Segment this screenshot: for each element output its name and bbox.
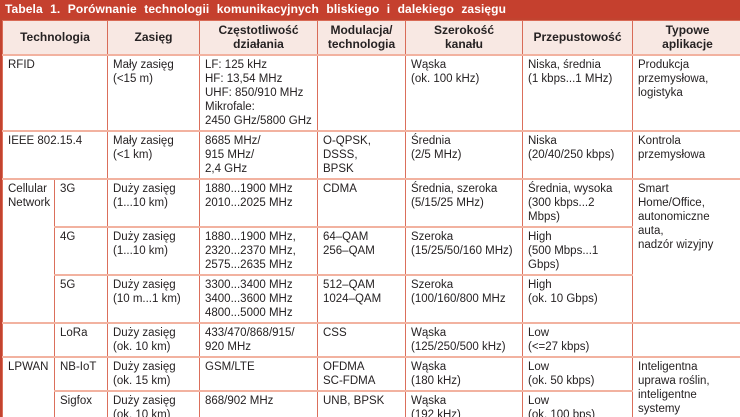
- cell-sigfox-channel: Wąska (192 kHz): [405, 390, 523, 417]
- cell-ieee-throughput: Niska (20/40/250 kbps): [522, 129, 633, 180]
- cell-ieee-channel: Średnia (2/5 MHz): [405, 129, 523, 180]
- cell-5g-tech: 5G: [54, 273, 108, 325]
- row-lora: LoRa Duży zasięg (ok. 10 km) 433/470/868…: [2, 322, 740, 359]
- cell-3g-throughput: Średnia, wysoka (300 kbps...2 Mbps): [522, 177, 633, 228]
- cell-ieee-modulation: O-QPSK, DSSS, BPSK: [317, 129, 406, 180]
- cell-sigfox-tech: Sigfox: [54, 390, 108, 417]
- header-throughput: Przepustowość: [522, 19, 633, 56]
- header-channel: Szerokość kanału: [405, 19, 523, 56]
- cell-5g-channel: Szeroka (100/160/800 MHz: [405, 273, 523, 325]
- row-rfid: RFID Mały zasięg (<15 m) LF: 125 kHz HF:…: [2, 53, 740, 132]
- row-3g: Cellular Network 3G Duży zasięg (1...10 …: [2, 177, 740, 325]
- header-row: Technologia Zasięg Częstotliwość działan…: [2, 19, 740, 56]
- cell-sigfox-modulation: UNB, BPSK: [317, 390, 406, 417]
- cell-lora-tech: LoRa: [54, 322, 108, 359]
- cell-nbiot-range: Duży zasięg (ok. 15 km): [107, 356, 200, 393]
- cell-5g-modulation: 512–QAM 1024–QAM: [317, 273, 406, 325]
- cell-lora-range: Duży zasięg (ok. 10 km): [107, 322, 200, 359]
- cell-lora-channel: Wąska (125/250/500 kHz): [405, 322, 523, 359]
- cell-sigfox-range: Duży zasięg (ok. 10 km): [107, 390, 200, 417]
- cell-rfid-range: Mały zasięg (<15 m): [107, 53, 200, 132]
- cell-lora-throughput: Low (<=27 kbps): [522, 322, 633, 359]
- row-ieee-802-15-4: IEEE 802.15.4 Mały zasięg (<1 km) 8685 M…: [2, 129, 740, 180]
- cell-4g-tech: 4G: [54, 225, 108, 277]
- cell-3g-range: Duży zasięg (1...10 km): [107, 177, 200, 228]
- cell-3g-frequency: 1880...1900 MHz 2010...2025 MHz: [199, 177, 318, 228]
- cell-cellular-applications: Smart Home/Office, autonomiczne auta, na…: [632, 177, 740, 325]
- cell-rfid-frequency: LF: 125 kHz HF: 13,54 MHz UHF: 850/910 M…: [199, 53, 318, 132]
- header-range: Zasięg: [107, 19, 200, 56]
- header-frequency: Częstotliwość działania: [199, 19, 318, 56]
- cell-4g-frequency: 1880...1900 MHz, 2320...2370 MHz, 2575..…: [199, 225, 318, 277]
- cell-rfid-modulation: [317, 53, 406, 132]
- cell-4g-modulation: 64–QAM 256–QAM: [317, 225, 406, 277]
- comparison-table: Technologia Zasięg Częstotliwość działan…: [2, 19, 740, 417]
- cell-rfid-channel: Wąska (ok. 100 kHz): [405, 53, 523, 132]
- cell-cellular-group: Cellular Network: [2, 177, 55, 325]
- row-5g: 5G Duży zasięg (10 m...1 km) 3300...3400…: [3, 273, 740, 325]
- cell-4g-throughput: High (500 Mbps...1 Gbps): [522, 225, 633, 277]
- cell-ieee-frequency: 8685 MHz/ 915 MHz/ 2,4 GHz: [199, 129, 318, 180]
- cell-5g-throughput: High (ok. 10 Gbps): [522, 273, 633, 325]
- cell-lpwan-applications: Inteligentna uprawa roślin, inteligentne…: [632, 356, 740, 417]
- cell-rfid-throughput: Niska, średnia (1 kbps...1 MHz): [522, 53, 633, 132]
- row-sigfox: Sigfox Duży zasięg (ok. 10 km) 868/902 M…: [3, 390, 740, 417]
- table-frame: Technologia Zasięg Częstotliwość działan…: [0, 18, 740, 417]
- cell-nbiot-frequency: GSM/LTE: [199, 356, 318, 393]
- cell-nbiot-modulation: OFDMA SC-FDMA: [317, 356, 406, 393]
- cell-ieee-tech: IEEE 802.15.4: [2, 129, 108, 180]
- cell-5g-range: Duży zasięg (10 m...1 km): [107, 273, 200, 325]
- cell-5g-frequency: 3300...3400 MHz 3400...3600 MHz 4800...5…: [199, 273, 318, 325]
- cell-sigfox-throughput: Low (ok. 100 bps): [522, 390, 633, 417]
- cell-sigfox-frequency: 868/902 MHz: [199, 390, 318, 417]
- cell-nbiot-channel: Wąska (180 kHz): [405, 356, 523, 393]
- cell-ieee-applications: Kontrola przemysłowa: [632, 129, 740, 180]
- cell-3g-channel: Średnia, szeroka (5/15/25 MHz): [405, 177, 523, 228]
- cell-4g-range: Duży zasięg (1...10 km): [107, 225, 200, 277]
- cell-4g-channel: Szeroka (15/25/50/160 MHz): [405, 225, 523, 277]
- cell-lpwan-group: LPWAN: [2, 356, 55, 417]
- header-applications: Typowe aplikacje: [632, 19, 740, 56]
- cell-lora-applications-empty: [632, 322, 740, 359]
- cell-lora-frequency: 433/470/868/915/ 920 MHz: [199, 322, 318, 359]
- cell-ieee-range: Mały zasięg (<1 km): [107, 129, 200, 180]
- cell-nbiot-tech: NB-IoT: [54, 356, 108, 393]
- cell-lora-modulation: CSS: [317, 322, 406, 359]
- row-nb-iot: LPWAN NB-IoT Duży zasięg (ok. 15 km) GSM…: [2, 356, 740, 417]
- cell-lora-group-empty: [2, 322, 55, 359]
- cell-3g-modulation: CDMA: [317, 177, 406, 228]
- table-title: Tabela 1. Porównanie technologii komunik…: [0, 0, 740, 18]
- cell-nbiot-throughput: Low (ok. 50 kbps): [522, 356, 633, 393]
- row-4g: 4G Duży zasięg (1...10 km) 1880...1900 M…: [3, 225, 740, 277]
- header-modulation: Modulacja/ technologia: [317, 19, 406, 56]
- header-technology: Technologia: [2, 19, 108, 56]
- cell-rfid-applications: Produkcja przemysłowa, logistyka: [632, 53, 740, 132]
- cell-rfid-tech: RFID: [2, 53, 108, 132]
- cell-3g-tech: 3G: [54, 177, 108, 228]
